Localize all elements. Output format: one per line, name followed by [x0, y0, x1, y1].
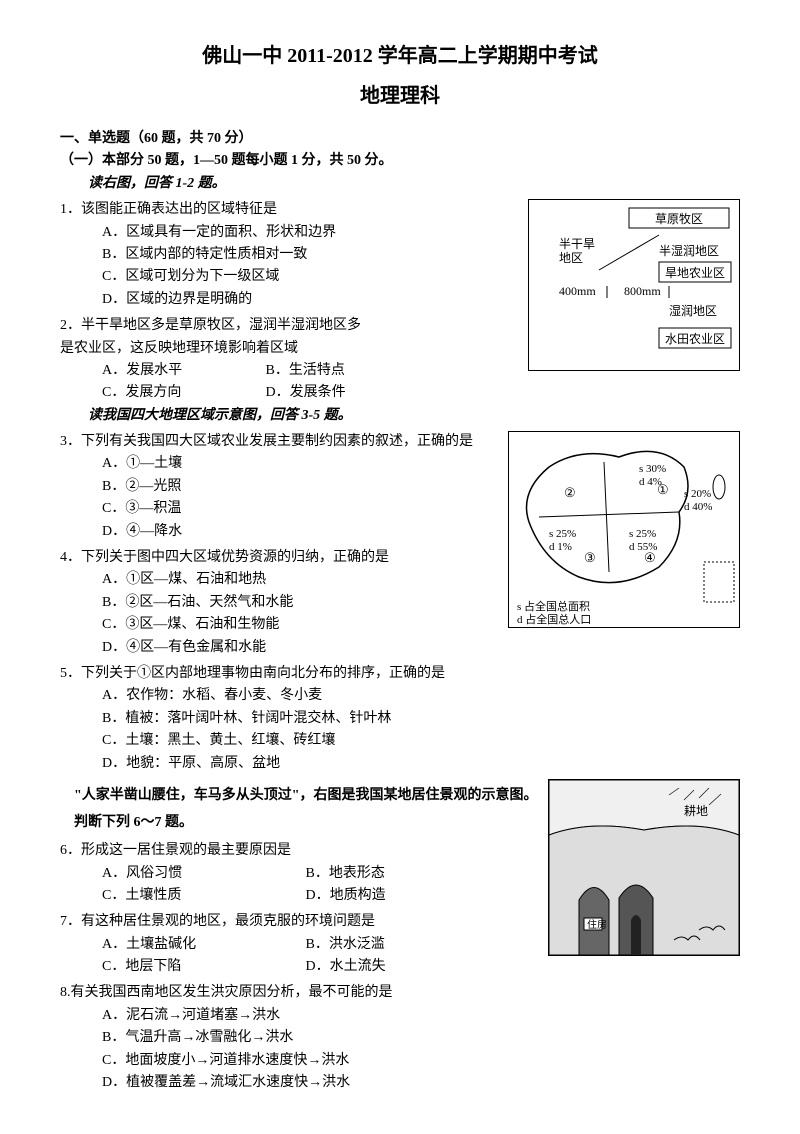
- q8-opt-c: C．地面坡度小→河道排水速度快→洪水: [102, 1050, 740, 1072]
- fig2-r3b: d 40%: [684, 501, 712, 513]
- q6-opt-d: D．地质构造: [306, 885, 506, 907]
- q6-opt-b: B．地表形态: [306, 863, 506, 885]
- fig1-800: 800mm: [624, 284, 661, 298]
- fig2-leg1: s 占全国总面积: [517, 599, 590, 613]
- q6-opt-a: A．风俗习惯: [102, 863, 302, 885]
- q8-opt-b: B．气温升高→冰雪融化→洪水: [102, 1027, 740, 1049]
- subsection-head: （一）本部分 50 题，1—50 题每小题 1 分，共 50 分。: [60, 150, 740, 172]
- fig1-bottom: 水田农业区: [665, 332, 725, 346]
- fig1-left2: 地区: [559, 251, 583, 265]
- q5-stem: 5．下列关于①区内部地理事物由南向北分布的排序，正确的是: [60, 663, 740, 685]
- section-head: 一、单选题（60 题，共 70 分）: [60, 128, 740, 150]
- figure-china-map: s 30% d 4% s 25% d 1% s 20% d 40% s 25% …: [508, 431, 740, 628]
- fig1-left1: 半干旱: [559, 237, 595, 251]
- q5-opt-c: C．土壤：黑土、黄土、红壤、砖红壤: [102, 730, 740, 752]
- q2-opt-a: A．发展水平: [102, 360, 262, 382]
- q8-opt-d: D．植被覆盖差→流域汇水速度快→洪水: [102, 1072, 740, 1094]
- fig2-r4a: s 25%: [629, 528, 656, 540]
- q4-opt-d: D．④区—有色金属和水能: [102, 637, 740, 659]
- figure-cave-house: 耕地 住房: [548, 779, 740, 956]
- fig2-n2: ②: [564, 485, 576, 500]
- instruction-2: 读我国四大地理区域示意图，回答 3-5 题。: [88, 405, 740, 427]
- instruction-1: 读右图，回答 1-2 题。: [88, 173, 740, 195]
- fig3-field: 耕地: [684, 803, 708, 818]
- q8-opt-a: A．泥石流→河道堵塞→洪水: [102, 1005, 740, 1027]
- fig2-r1a: s 30%: [639, 463, 666, 475]
- q7-opt-c: C．地层下陷: [102, 956, 302, 978]
- fig1-mid: 旱地农业区: [665, 266, 725, 280]
- title-sub: 地理理科: [60, 80, 740, 112]
- fig2-n4: ④: [644, 550, 656, 565]
- fig3-house: 住房: [587, 918, 607, 931]
- q2-opt-c: C．发展方向: [102, 382, 262, 404]
- title-main: 佛山一中 2011-2012 学年高二上学期期中考试: [60, 40, 740, 72]
- q8-stem: 8.有关我国西南地区发生洪灾原因分析，最不可能的是: [60, 982, 740, 1004]
- q5-opt-d: D．地貌：平原、高原、盆地: [102, 753, 740, 775]
- q7-opt-d: D．水土流失: [306, 956, 506, 978]
- fig2-r2b: d 1%: [549, 541, 572, 553]
- q7-opt-a: A．土壤盐碱化: [102, 934, 302, 956]
- fig1-right-label: 半湿润地区: [659, 243, 719, 258]
- q6-opt-c: C．土壤性质: [102, 885, 302, 907]
- fig1-400: 400mm: [559, 284, 596, 298]
- q7-opt-b: B．洪水泛滥: [306, 934, 506, 956]
- fig2-r3a: s 20%: [684, 488, 711, 500]
- fig1-top: 草原牧区: [655, 212, 703, 226]
- q2-opt-d: D．发展条件: [266, 382, 426, 404]
- figure-regions-diagram: 草原牧区 半干旱 地区 半湿润地区 旱地农业区 400mm 800mm 湿润地区…: [528, 199, 740, 371]
- q5-opt-a: A．农作物：水稻、春小麦、冬小麦: [102, 685, 740, 707]
- fig2-n1: ①: [657, 482, 669, 497]
- fig1-bottom-label: 湿润地区: [669, 303, 717, 318]
- fig2-n3: ③: [584, 550, 596, 565]
- q5-opt-b: B．植被：落叶阔叶林、针阔叶混交林、针叶林: [102, 708, 740, 730]
- fig2-r2a: s 25%: [549, 528, 576, 540]
- q2-opt-b: B．生活特点: [266, 360, 426, 382]
- fig2-leg2: d 占全国总人口: [517, 612, 591, 626]
